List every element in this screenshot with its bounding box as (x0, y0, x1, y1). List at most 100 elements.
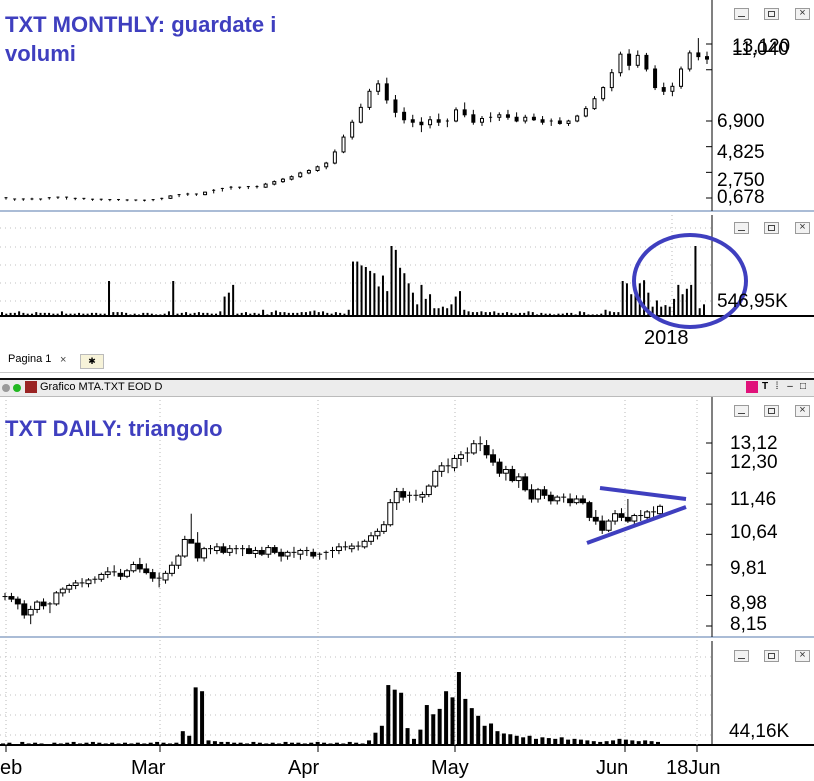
volume-bar (694, 246, 697, 316)
volume-bar (180, 731, 185, 745)
price-candle (168, 195, 173, 199)
daily-volume-close-button[interactable] (795, 650, 810, 662)
volume-bar (245, 743, 250, 745)
volume-bar (467, 311, 470, 316)
monthly-minimize-button[interactable] (734, 8, 749, 20)
volume-bar (206, 312, 209, 316)
volume-bar (137, 314, 140, 316)
daily-x-label: eb (0, 757, 23, 779)
price-candle (541, 489, 548, 496)
volume-bar (172, 281, 175, 316)
tab-pagina-1[interactable]: Pagina 1 (8, 353, 52, 365)
volume-bar (103, 743, 108, 745)
monthly-volume-minimize-button[interactable] (734, 222, 749, 234)
volume-bar (544, 313, 547, 316)
volume-bar (13, 744, 18, 745)
new-tab-icon[interactable]: ✱ (80, 354, 104, 369)
volume-bar (238, 742, 243, 745)
volume-bar (289, 742, 294, 745)
price-candle (618, 53, 623, 74)
volume-bar (347, 741, 352, 745)
volume-bar (108, 281, 111, 316)
price-candle (143, 568, 150, 574)
volume-bar (52, 742, 57, 745)
price-candle (644, 54, 649, 70)
monthly-volume-label: 546,95K (717, 291, 788, 312)
volume-bar (399, 267, 402, 316)
volume-bar (5, 313, 8, 316)
volume-bar (476, 312, 479, 316)
volume-bar (200, 691, 205, 745)
monthly-price-label: 11,040 (732, 39, 789, 60)
volume-bar (367, 740, 372, 745)
price-candle (436, 119, 441, 123)
price-candle (400, 491, 407, 498)
volume-bar (703, 304, 705, 316)
daily-minimize-button[interactable] (734, 405, 749, 417)
monthly-volume-close-button[interactable] (795, 222, 810, 234)
color-swatch-icon[interactable] (746, 381, 758, 393)
volume-bar (219, 311, 222, 316)
volume-bar (463, 309, 466, 316)
volume-bar (148, 742, 153, 745)
price-candle (136, 564, 143, 570)
volume-bar (495, 731, 500, 745)
volume-bar (18, 311, 21, 316)
volume-bar (450, 697, 455, 745)
volume-bar (193, 687, 198, 745)
volume-bar (630, 294, 633, 316)
volume-bar (501, 312, 504, 316)
volume-bar (488, 312, 491, 316)
daily-price-label: 10,64 (730, 522, 778, 543)
triangle-upper-line (599, 486, 687, 501)
volume-bar (501, 733, 506, 745)
volume-bar (45, 744, 50, 745)
volume-bar (212, 741, 217, 745)
volume-bar (514, 735, 519, 745)
volume-bar (30, 313, 33, 316)
price-candle (601, 87, 606, 100)
volume-bar (343, 313, 346, 316)
daily-volume-maximize-button[interactable] (764, 650, 779, 662)
volume-bar (9, 312, 12, 316)
volume-bar (623, 739, 628, 745)
price-candle (226, 548, 233, 553)
monthly-maximize-button[interactable] (764, 8, 779, 20)
daily-price-label: 12,30 (730, 452, 778, 473)
monthly-close-button[interactable] (795, 8, 810, 20)
monthly-volume-maximize-button[interactable] (764, 222, 779, 234)
volume-bar (189, 313, 192, 316)
volume-bar (155, 314, 158, 316)
volume-bar (26, 313, 29, 316)
volume-bar (566, 739, 571, 745)
volume-bar (508, 734, 513, 745)
window-minimize-icon[interactable]: ‒ (787, 381, 793, 392)
volume-bar (651, 306, 654, 316)
daily-maximize-button[interactable] (764, 405, 779, 417)
price-candle (583, 108, 588, 117)
price-candle (181, 538, 188, 557)
volume-bar (548, 313, 551, 316)
text-tool-icon[interactable]: T (761, 381, 769, 392)
volume-bar (97, 742, 102, 745)
volume-bar (456, 672, 461, 745)
volume-bar (187, 735, 192, 745)
settings-icon[interactable]: ⁞ (775, 381, 779, 392)
daily-volume-minimize-button[interactable] (734, 650, 749, 662)
volume-bar (429, 294, 432, 316)
chart-icon (25, 381, 37, 393)
tab-close-icon[interactable]: × (60, 354, 67, 366)
window-restore-icon[interactable]: □ (799, 381, 807, 392)
volume-bar (304, 312, 307, 316)
daily-close-button[interactable] (795, 405, 810, 417)
volume-bar (386, 685, 391, 745)
volume-bar (583, 312, 586, 316)
volume-bar (636, 741, 641, 745)
monthly-price-label: 0,678 (717, 187, 765, 208)
volume-bar (604, 309, 607, 316)
volume-bar (540, 312, 543, 316)
price-candle (567, 498, 574, 504)
volume-bar (649, 741, 654, 745)
volume-bar (129, 743, 134, 745)
